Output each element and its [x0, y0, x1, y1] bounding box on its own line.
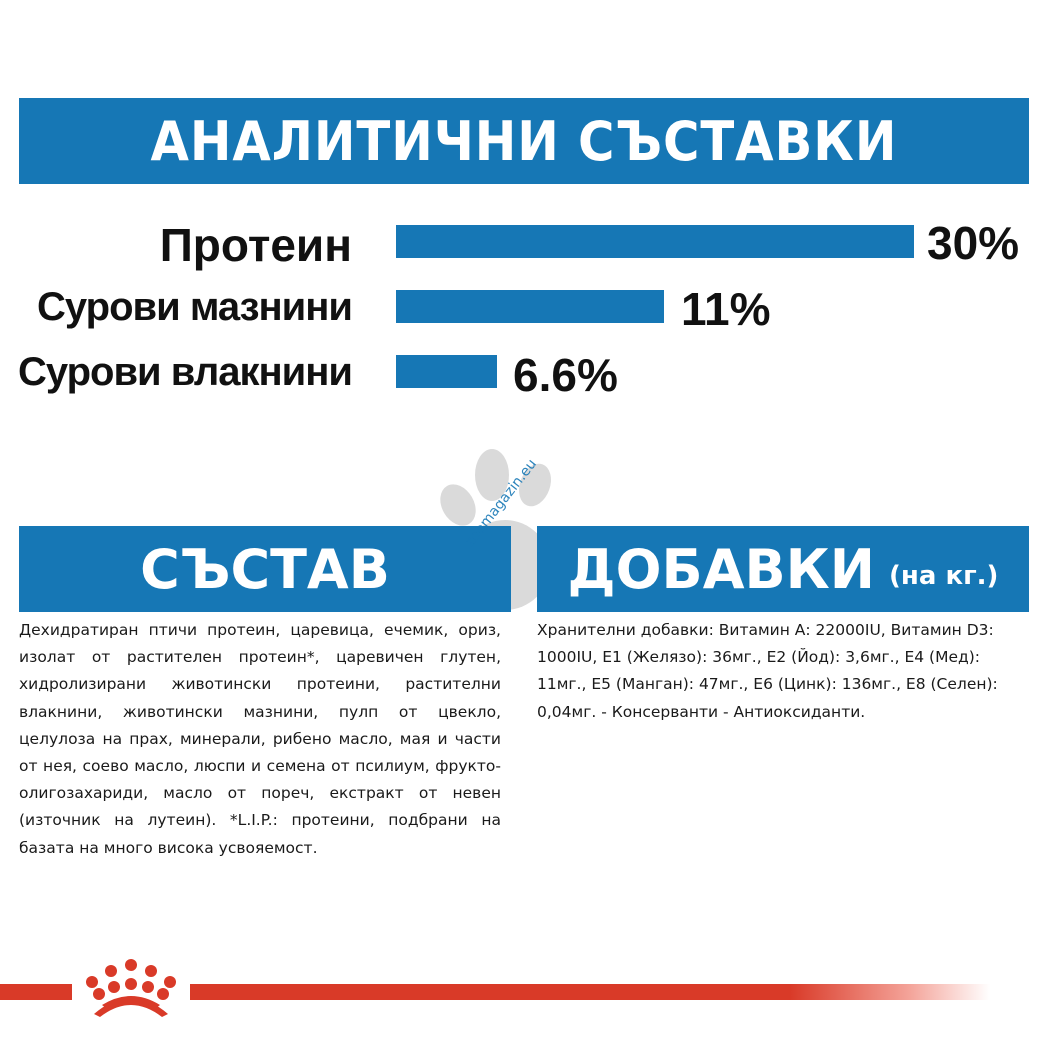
crown-icon — [86, 959, 176, 1017]
composition-header: СЪСТАВ — [19, 526, 511, 612]
row-label-protein: Протеин — [159, 219, 352, 271]
value-fiber: 6.6% — [513, 349, 618, 401]
bar-fiber — [396, 355, 497, 388]
row-label-fat: Сурови мазнини — [37, 285, 353, 329]
additives-title: ДОБАВКИ — [567, 537, 875, 601]
page-title-banner: АНАЛИТИЧНИ СЪСТАВКИ — [19, 98, 1029, 184]
composition-title: СЪСТАВ — [140, 537, 390, 601]
additives-header: ДОБАВКИ (на кг.) — [537, 526, 1029, 612]
bar-protein — [396, 225, 914, 258]
value-protein: 30% — [927, 217, 1020, 269]
additives-subtitle: (на кг.) — [889, 561, 999, 591]
bar-fat — [396, 290, 664, 323]
row-label-fiber: Сурови влакнини — [17, 350, 353, 394]
page-title: АНАЛИТИЧНИ СЪСТАВКИ — [150, 109, 898, 173]
composition-text: Дехидратиран птичи протеин, царевица, еч… — [19, 621, 501, 857]
footer-line-left — [0, 984, 72, 1000]
value-fat: 11% — [681, 283, 771, 335]
footer-line-right — [190, 984, 990, 1000]
additives-text: Хранителни добавки: Витамин А: 22000IU, … — [537, 621, 998, 721]
